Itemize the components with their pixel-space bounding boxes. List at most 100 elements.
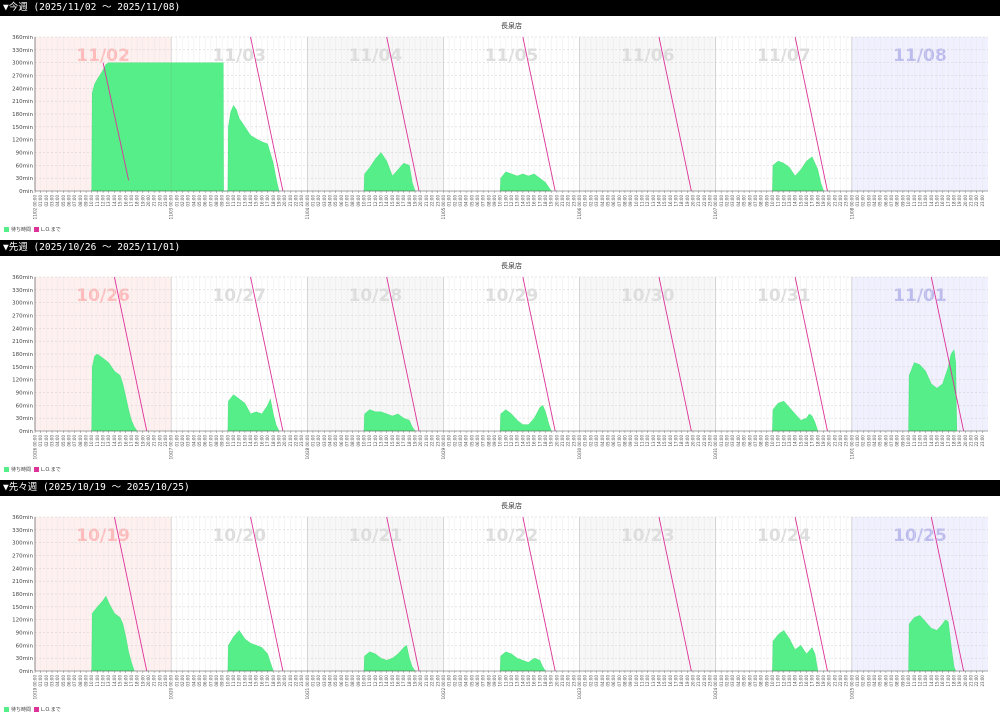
x-tick-label: 04:00 xyxy=(55,435,60,447)
x-tick-label: 18:00 xyxy=(271,195,276,207)
x-tick-label: 10:00 xyxy=(498,195,503,207)
x-tick-label: 02:00 xyxy=(316,195,321,207)
x-tick-label: 11:00 xyxy=(231,195,236,207)
y-tick-label: 240min xyxy=(12,326,33,332)
x-tick-label: 07:00 xyxy=(344,435,349,447)
x-tick-label: 23:00 xyxy=(980,675,985,687)
x-tick-label: 07:00 xyxy=(617,195,622,207)
wait-time-area xyxy=(363,644,416,672)
x-tick-label: 12:00 xyxy=(237,435,242,447)
x-tick-label: 13:00 xyxy=(379,435,384,447)
x-tick-label: 19:00 xyxy=(413,195,418,207)
x-tick-label: 06:00 xyxy=(611,435,616,447)
x-tick-label: 21:00 xyxy=(424,435,429,447)
x-tick-label: 15:00 xyxy=(254,195,259,207)
x-tick-label: 09:00 xyxy=(764,675,769,687)
legend-label: 待ち時間 xyxy=(11,226,31,233)
x-tick-label: 02:00 xyxy=(452,195,457,207)
x-tick-label: 03:00 xyxy=(730,675,735,687)
x-tick-label: 05:00 xyxy=(469,195,474,207)
y-tick-label: 0min xyxy=(19,189,33,195)
x-tick-label: 01:00 xyxy=(174,195,179,207)
x-tick-label: 20:00 xyxy=(827,435,832,447)
x-tick-label: 05:00 xyxy=(61,435,66,447)
x-tick-label: 12:00 xyxy=(101,195,106,207)
x-tick-label: 10:00 xyxy=(634,675,639,687)
x-tick-label: 22:00 xyxy=(157,675,162,687)
x-tick-label: 07:00 xyxy=(208,675,213,687)
x-tick-label: 12:00 xyxy=(645,195,650,207)
x-tick-label: 12:00 xyxy=(373,675,378,687)
x-tick-label: 01:00 xyxy=(174,675,179,687)
x-tick-label: 13:00 xyxy=(515,435,520,447)
legend-swatch xyxy=(34,467,39,472)
x-tick-label: 01:00 xyxy=(447,435,452,447)
x-tick-label: 03:00 xyxy=(594,675,599,687)
x-tick-label: 19:00 xyxy=(957,435,962,447)
x-tick-label: 22:00 xyxy=(838,675,843,687)
x-tick-label: 17:00 xyxy=(265,195,270,207)
x-tick-label: 08:00 xyxy=(895,435,900,447)
x-tick-label: 05:00 xyxy=(61,675,66,687)
x-tick-label: 01:00 xyxy=(174,435,179,447)
x-tick-label: 13:00 xyxy=(106,435,111,447)
x-tick-label: 10:00 xyxy=(906,675,911,687)
x-tick-label: 22:00 xyxy=(293,675,298,687)
x-tick-label: 23:00 xyxy=(708,195,713,207)
x-tick-label: 14:00 xyxy=(929,195,934,207)
week-header[interactable]: ▼先々週 (2025/10/19 ～ 2025/10/25) xyxy=(0,480,1000,496)
x-tick-label: 04:00 xyxy=(55,195,60,207)
x-tick-label: 14:00 xyxy=(384,195,389,207)
x-tick-label: 07:00 xyxy=(617,435,622,447)
x-tick-label: 16:00 xyxy=(396,675,401,687)
x-tick-label: 11:00 xyxy=(776,195,781,207)
wait-time-area xyxy=(227,394,280,432)
x-tick-label: 14:00 xyxy=(112,195,117,207)
x-tick-label: 03:00 xyxy=(322,435,327,447)
x-tick-label: 04:00 xyxy=(464,195,469,207)
x-tick-label: 06:00 xyxy=(883,435,888,447)
x-tick-label: 13:00 xyxy=(923,435,928,447)
x-tick-label: 20:00 xyxy=(146,435,151,447)
x-tick-label: 06:00 xyxy=(203,195,208,207)
x-tick-label: 23:00 xyxy=(844,435,849,447)
x-tick-label: 07:00 xyxy=(344,675,349,687)
week-header[interactable]: ▼先週 (2025/10/26 ～ 2025/11/01) xyxy=(0,240,1000,256)
x-tick-label: 11:00 xyxy=(231,675,236,687)
x-tick-label: 05:00 xyxy=(742,435,747,447)
x-tick-label: 23:00 xyxy=(163,435,168,447)
week-header[interactable]: ▼今週 (2025/11/02 ～ 2025/11/08) xyxy=(0,0,1000,16)
x-tick-label: 08:00 xyxy=(622,435,627,447)
x-tick-label: 19:00 xyxy=(549,195,554,207)
x-tick-label: 01:00 xyxy=(310,675,315,687)
legend-label: L.O.まで xyxy=(41,227,61,233)
x-tick-label: 11/03 00:00 xyxy=(169,195,174,220)
x-tick-label: 13:00 xyxy=(923,675,928,687)
y-tick-label: 90min xyxy=(16,151,34,157)
x-tick-label: 08:00 xyxy=(350,435,355,447)
lo-line xyxy=(522,36,556,192)
x-tick-label: 07:00 xyxy=(208,195,213,207)
x-tick-label: 09:00 xyxy=(84,675,89,687)
x-tick-label: 10:00 xyxy=(770,195,775,207)
x-tick-label: 02:00 xyxy=(861,435,866,447)
x-tick-label: 20:00 xyxy=(554,195,559,207)
y-tick-label: 330min xyxy=(12,288,33,294)
x-tick-label: 01:00 xyxy=(855,435,860,447)
x-tick-label: 01:00 xyxy=(855,675,860,687)
x-tick-label: 06:00 xyxy=(339,675,344,687)
x-tick-label: 15:00 xyxy=(798,435,803,447)
x-tick-label: 03:00 xyxy=(322,675,327,687)
x-tick-label: 01:00 xyxy=(855,195,860,207)
x-tick-label: 07:00 xyxy=(889,435,894,447)
x-tick-label: 09:00 xyxy=(220,675,225,687)
x-tick-label: 20:00 xyxy=(418,435,423,447)
x-tick-label: 13:00 xyxy=(923,195,928,207)
x-tick-label: 17:00 xyxy=(129,195,134,207)
x-tick-label: 06:00 xyxy=(883,675,888,687)
x-tick-label: 15:00 xyxy=(526,195,531,207)
x-tick-label: 04:00 xyxy=(191,435,196,447)
x-tick-label: 12:00 xyxy=(373,435,378,447)
wait-time-area xyxy=(363,152,416,192)
